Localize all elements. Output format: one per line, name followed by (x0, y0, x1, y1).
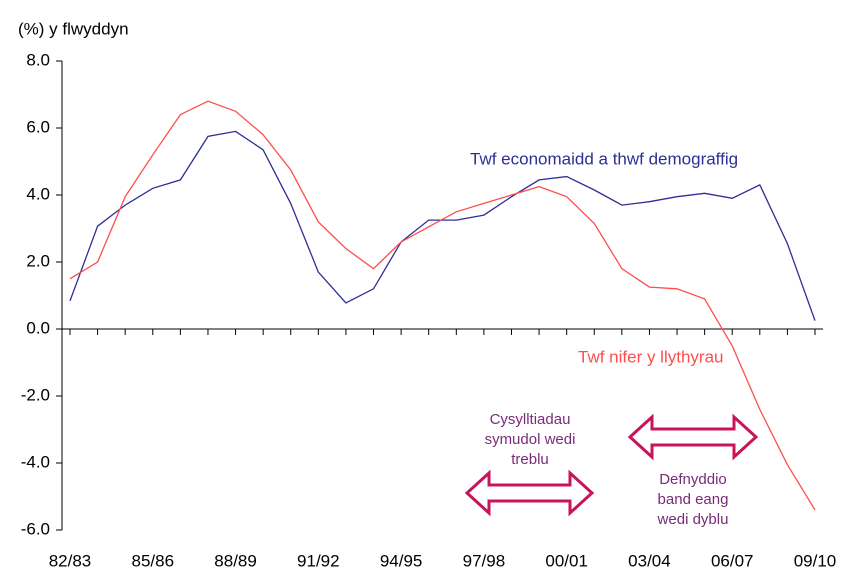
x-tick-label: 82/83 (49, 551, 92, 570)
x-tick-label: 06/07 (711, 551, 754, 570)
x-tick-label: 09/10 (794, 551, 837, 570)
x-tick-label: 91/92 (297, 551, 340, 570)
y-tick-label: -2.0 (21, 385, 50, 404)
annotation: band eang (658, 491, 729, 508)
annotation: Cysylltiadau (490, 411, 571, 428)
x-tick-label: 97/98 (463, 551, 506, 570)
annotation: treblu (511, 451, 549, 468)
y-axis-label: (%) y flwyddyn (18, 19, 129, 38)
y-tick-label: -6.0 (21, 519, 50, 538)
y-tick-label: 0.0 (26, 318, 50, 337)
series-label: Twf nifer y llythyrau (578, 347, 724, 366)
y-tick-label: 4.0 (26, 184, 50, 203)
annotation: Defnyddio (659, 471, 727, 488)
x-tick-label: 88/89 (214, 551, 257, 570)
x-tick-label: 00/01 (545, 551, 588, 570)
series-line (69, 100, 816, 511)
x-tick-label: 03/04 (628, 551, 671, 570)
y-tick-label: 6.0 (26, 117, 50, 136)
series-line (69, 130, 816, 321)
double-arrow (464, 469, 595, 517)
y-tick-label: 2.0 (26, 251, 50, 270)
x-tick-label: 94/95 (380, 551, 423, 570)
y-tick-label: -4.0 (21, 452, 50, 471)
x-tick-label: 85/86 (132, 551, 175, 570)
double-arrow (627, 413, 759, 461)
annotation: symudol wedi (485, 431, 576, 448)
series-label: Twf economaidd a thwf demograffig (470, 149, 738, 168)
y-tick-label: 8.0 (26, 50, 50, 69)
annotation: wedi dyblu (657, 511, 729, 528)
